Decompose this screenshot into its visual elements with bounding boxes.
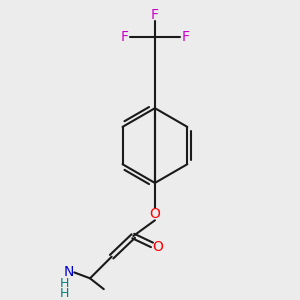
Text: F: F <box>120 30 128 44</box>
Text: N: N <box>63 266 74 279</box>
Text: H: H <box>60 286 69 300</box>
Text: O: O <box>152 240 163 254</box>
Text: F: F <box>151 8 159 22</box>
Text: F: F <box>182 30 189 44</box>
Text: H: H <box>60 277 69 290</box>
Text: O: O <box>149 207 161 221</box>
